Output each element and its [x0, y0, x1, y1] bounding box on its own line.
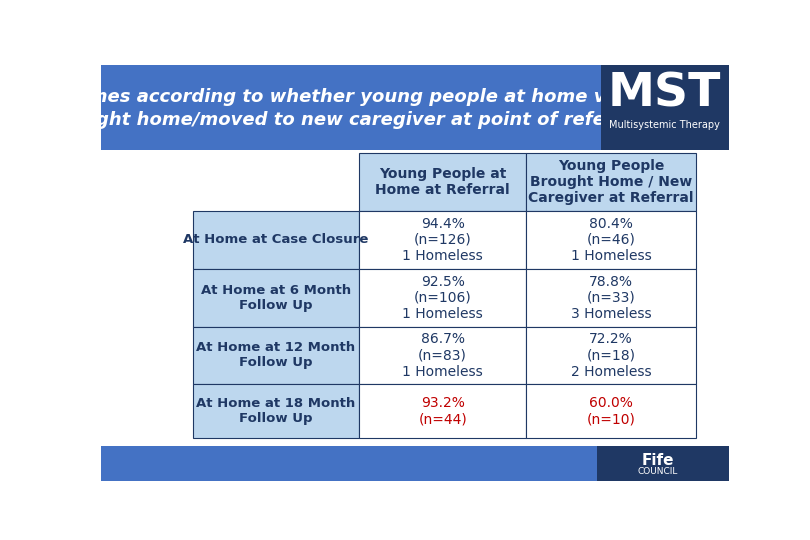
Bar [101, 446, 729, 481]
Bar [360, 211, 526, 269]
Text: 92.5%
(n=106)
1 Homeless: 92.5% (n=106) 1 Homeless [403, 274, 483, 321]
Bar [360, 269, 526, 327]
Bar [193, 327, 360, 384]
Text: At Home at 18 Month
Follow Up: At Home at 18 Month Follow Up [196, 397, 356, 426]
Text: brought home/moved to new caregiver at point of referral: brought home/moved to new caregiver at p… [49, 111, 642, 129]
Bar [101, 65, 729, 150]
Text: 93.2%
(n=44): 93.2% (n=44) [418, 396, 467, 427]
Text: 72.2%
(n=18)
2 Homeless: 72.2% (n=18) 2 Homeless [571, 332, 651, 379]
Bar [193, 384, 360, 438]
Bar [526, 384, 697, 438]
Text: 78.8%
(n=33)
3 Homeless: 78.8% (n=33) 3 Homeless [571, 274, 651, 321]
Bar [597, 446, 729, 481]
Bar [526, 211, 697, 269]
Bar [360, 153, 526, 211]
Text: MST: MST [608, 72, 722, 117]
Text: 86.7%
(n=83)
1 Homeless: 86.7% (n=83) 1 Homeless [403, 332, 483, 379]
Text: 80.4%
(n=46)
1 Homeless: 80.4% (n=46) 1 Homeless [571, 217, 651, 263]
Bar [193, 269, 360, 327]
Text: Young People at
Home at Referral: Young People at Home at Referral [375, 167, 510, 197]
Text: At Home at Case Closure: At Home at Case Closure [183, 233, 369, 246]
Text: Fife: Fife [642, 453, 674, 468]
Bar [601, 65, 729, 150]
Text: Multisystemic Therapy: Multisystemic Therapy [609, 120, 720, 130]
Bar [193, 211, 360, 269]
Text: Young People
Brought Home / New
Caregiver at Referral: Young People Brought Home / New Caregive… [528, 159, 694, 205]
Text: Outcomes according to whether young people at home versus: Outcomes according to whether young peop… [29, 88, 662, 106]
Text: At Home at 6 Month
Follow Up: At Home at 6 Month Follow Up [201, 284, 351, 312]
Bar [360, 384, 526, 438]
Text: 60.0%
(n=10): 60.0% (n=10) [586, 396, 636, 427]
Bar [526, 153, 697, 211]
Text: COUNCIL: COUNCIL [637, 467, 678, 476]
Bar [526, 269, 697, 327]
Bar [526, 327, 697, 384]
Text: At Home at 12 Month
Follow Up: At Home at 12 Month Follow Up [197, 341, 356, 369]
Text: 94.4%
(n=126)
1 Homeless: 94.4% (n=126) 1 Homeless [403, 217, 483, 263]
Bar [360, 327, 526, 384]
